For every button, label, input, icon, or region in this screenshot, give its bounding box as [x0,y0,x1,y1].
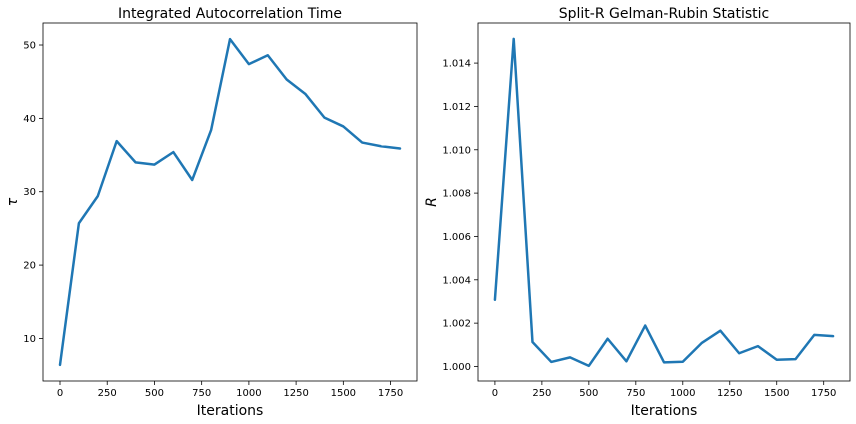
x-axis-label: Iterations [631,403,698,419]
y-tick-label: 20 [23,261,36,272]
x-tick-label: 1500 [331,388,356,399]
y-tick-label: 50 [23,41,36,52]
x-tick-label: 750 [192,388,211,399]
x-tick-label: 500 [579,388,598,399]
x-tick-label: 1000 [236,388,261,399]
chart-panel-gelman-rubin: Split-R Gelman-Rubin Statistic 0 250 500 75… [424,6,851,419]
y-tick-label: 1.014 [442,59,471,70]
plot-area: 0 250 500 750 1000 1250 1500 1750 1.000 1.002 1.00… [442,37,836,399]
plot-area: 0 250 500 750 1000 1250 1500 1750 10 20 30 40 50 [23,37,403,399]
series-line [58,37,402,367]
x-tick-label: 750 [626,388,645,399]
x-tick-label: 0 [57,388,63,399]
x-tick-label: 1000 [670,388,695,399]
x-tick-label: 500 [145,388,164,399]
y-axis-label: τ [5,197,21,206]
y-tick-label: 1.002 [442,319,471,330]
x-tick-label: 250 [98,388,117,399]
x-tick-label: 1250 [717,388,742,399]
chart-title: Integrated Autocorrelation Time [118,6,342,22]
y-tick-label: 1.000 [442,362,471,373]
y-tick-label: 1.012 [442,102,471,113]
y-tick-label: 1.006 [442,232,471,243]
chart-panel-autocorrelation: Integrated Autocorrelation Time 0 250 500 7… [5,6,418,419]
chart-title: Split-R Gelman-Rubin Statistic [559,6,770,22]
x-tick-label: 1250 [283,388,308,399]
axes-frame [477,22,851,382]
y-tick-label: 1.010 [442,145,471,156]
y-axis-label: R [424,197,440,207]
x-axis-label: Iterations [197,403,264,419]
y-tick-label: 1.004 [442,275,471,286]
x-tick-label: 1750 [811,388,836,399]
x-tick-label: 0 [492,388,498,399]
y-tick-label: 10 [23,334,36,345]
x-tick-label: 250 [532,388,551,399]
x-tick-label: 1500 [764,388,789,399]
y-tick-label: 1.008 [442,189,471,200]
x-tick-label: 1750 [378,388,403,399]
y-tick-label: 30 [23,187,36,198]
y-tick-label: 40 [23,114,36,125]
axes-frame [42,22,418,382]
series-line [493,37,835,368]
